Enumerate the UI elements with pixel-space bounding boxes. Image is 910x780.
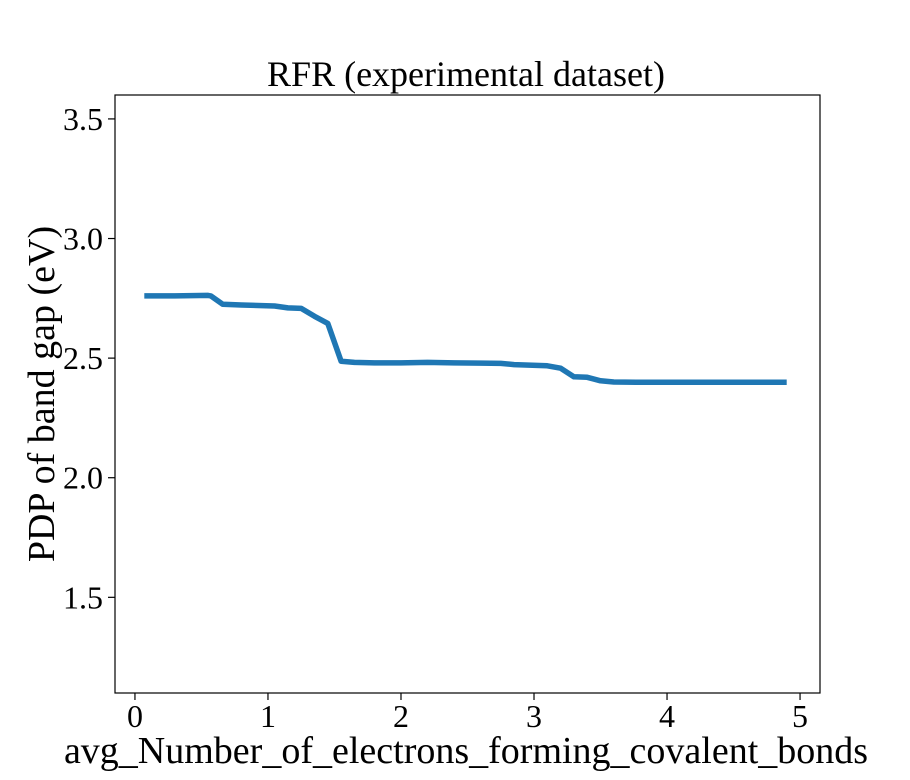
x-axis-label: avg_Number_of_electrons_forming_covalent… (64, 730, 868, 772)
y-axis-ticks: 1.5 2.0 2.5 3.0 3.5 (63, 101, 115, 615)
x-tick-label: 0 (127, 698, 143, 734)
x-tick-label: 1 (260, 698, 276, 734)
x-tick-label: 4 (659, 698, 675, 734)
y-tick-label: 2.0 (63, 460, 103, 496)
y-axis-label: PDP of band gap (eV) (21, 226, 63, 562)
plot-frame (114, 94, 821, 694)
x-tick-label: 5 (792, 698, 808, 734)
series-layer (144, 292, 787, 386)
x-tick-label: 2 (393, 698, 409, 734)
x-tick-label: 3 (526, 698, 542, 734)
y-tick-label: 2.5 (63, 340, 103, 376)
y-tick-label: 3.5 (63, 101, 103, 137)
y-tick-label: 1.5 (63, 579, 103, 615)
chart-title: RFR (experimental dataset) (267, 54, 665, 94)
y-tick-label: 3.0 (63, 221, 103, 257)
pdp-series-line (144, 292, 787, 386)
x-axis-ticks: 0 1 2 3 4 5 (127, 693, 808, 734)
